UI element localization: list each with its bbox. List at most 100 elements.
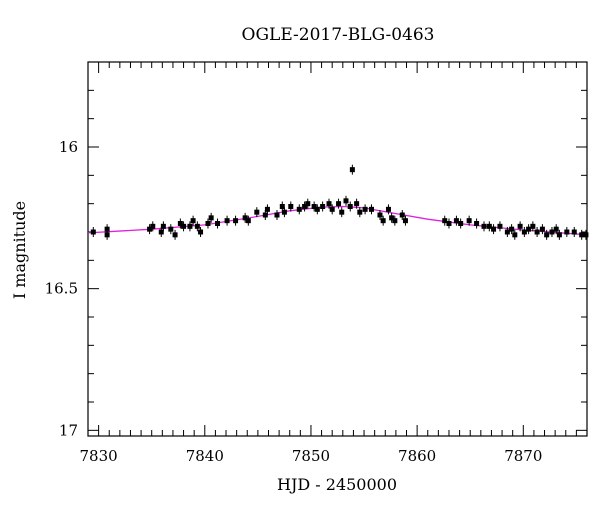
point-marker (177, 221, 183, 226)
point-marker (160, 223, 166, 229)
point-marker (526, 226, 532, 232)
point-marker (474, 221, 480, 226)
x-tick-label: 7830 (80, 447, 118, 465)
data-point (177, 218, 183, 229)
y-axis-title: I magnitude (10, 201, 29, 299)
y-tick-label: 16.5 (45, 280, 78, 298)
data-point (254, 207, 260, 218)
point-marker (104, 232, 110, 238)
point-marker (329, 206, 335, 212)
point-marker (512, 232, 518, 238)
point-marker (305, 201, 311, 207)
data-point (347, 201, 353, 212)
data-point (497, 221, 503, 232)
data-point (377, 210, 383, 220)
point-marker (481, 223, 487, 229)
point-marker (521, 229, 527, 235)
point-marker (224, 218, 230, 224)
point-marker (288, 204, 294, 209)
point-marker (281, 209, 287, 215)
data-point (579, 229, 585, 240)
data-point (564, 227, 570, 237)
point-marker (442, 218, 448, 224)
point-marker (150, 223, 156, 229)
point-marker (362, 206, 368, 212)
y-axis-ticks: 16 16.5 17 (45, 61, 587, 439)
x-tick-label: 7840 (186, 447, 224, 465)
x-axis-ticks: 7830 7840 7850 7860 7870 (80, 62, 588, 465)
data-point (583, 229, 589, 240)
data-point (553, 224, 559, 235)
point-marker (517, 223, 523, 229)
point-marker (486, 223, 492, 229)
data-point (329, 204, 335, 215)
data-point (288, 201, 294, 212)
point-marker (279, 204, 285, 209)
data-point (402, 215, 408, 226)
point-marker (233, 218, 239, 224)
point-marker (205, 221, 211, 226)
y-tick-label: 16 (59, 138, 78, 156)
data-point (385, 204, 391, 215)
data-point (442, 215, 448, 226)
point-marker (380, 218, 386, 224)
data-point (224, 215, 230, 226)
data-point (571, 227, 577, 237)
point-marker (534, 229, 540, 235)
data-point (147, 224, 153, 235)
point-marker (302, 204, 308, 209)
point-marker (254, 209, 260, 215)
point-marker (368, 206, 374, 212)
data-point (453, 215, 459, 226)
data-point (389, 212, 395, 223)
point-marker (336, 201, 342, 207)
point-marker (181, 223, 187, 229)
point-marker (389, 215, 395, 221)
data-point (181, 221, 187, 232)
data-point (172, 229, 178, 240)
data-point (521, 227, 527, 237)
data-point (314, 204, 320, 215)
point-marker (168, 226, 174, 232)
point-marker (504, 229, 510, 235)
plot-frame (87, 61, 588, 437)
data-point (362, 204, 368, 215)
point-marker (339, 209, 345, 215)
point-marker (583, 232, 589, 238)
data-point (368, 204, 374, 215)
data-point (549, 227, 555, 237)
data-point (150, 221, 156, 232)
point-marker (311, 204, 317, 209)
point-marker (571, 229, 577, 235)
x-tick-label: 7850 (292, 447, 330, 465)
point-marker (190, 218, 196, 224)
point-marker (497, 223, 503, 229)
point-marker (90, 229, 96, 235)
data-points-layer (90, 164, 589, 240)
data-point (392, 215, 398, 226)
data-point (90, 227, 96, 237)
data-point (187, 221, 193, 232)
point-marker (491, 226, 497, 232)
data-point (160, 221, 166, 232)
data-point (245, 215, 251, 226)
point-marker (187, 223, 193, 229)
data-point (198, 227, 204, 237)
point-marker (385, 206, 391, 212)
point-marker (208, 215, 214, 221)
point-marker (320, 204, 326, 209)
point-marker (158, 229, 164, 235)
data-point (512, 229, 518, 240)
data-point (104, 229, 110, 240)
data-point (530, 221, 536, 232)
data-point (205, 218, 211, 229)
data-point (466, 215, 472, 226)
data-point (168, 224, 174, 235)
point-marker (377, 212, 383, 218)
data-point (354, 198, 360, 209)
point-marker (466, 218, 472, 224)
point-marker (458, 221, 464, 226)
point-marker (530, 223, 536, 229)
data-point (399, 210, 405, 220)
